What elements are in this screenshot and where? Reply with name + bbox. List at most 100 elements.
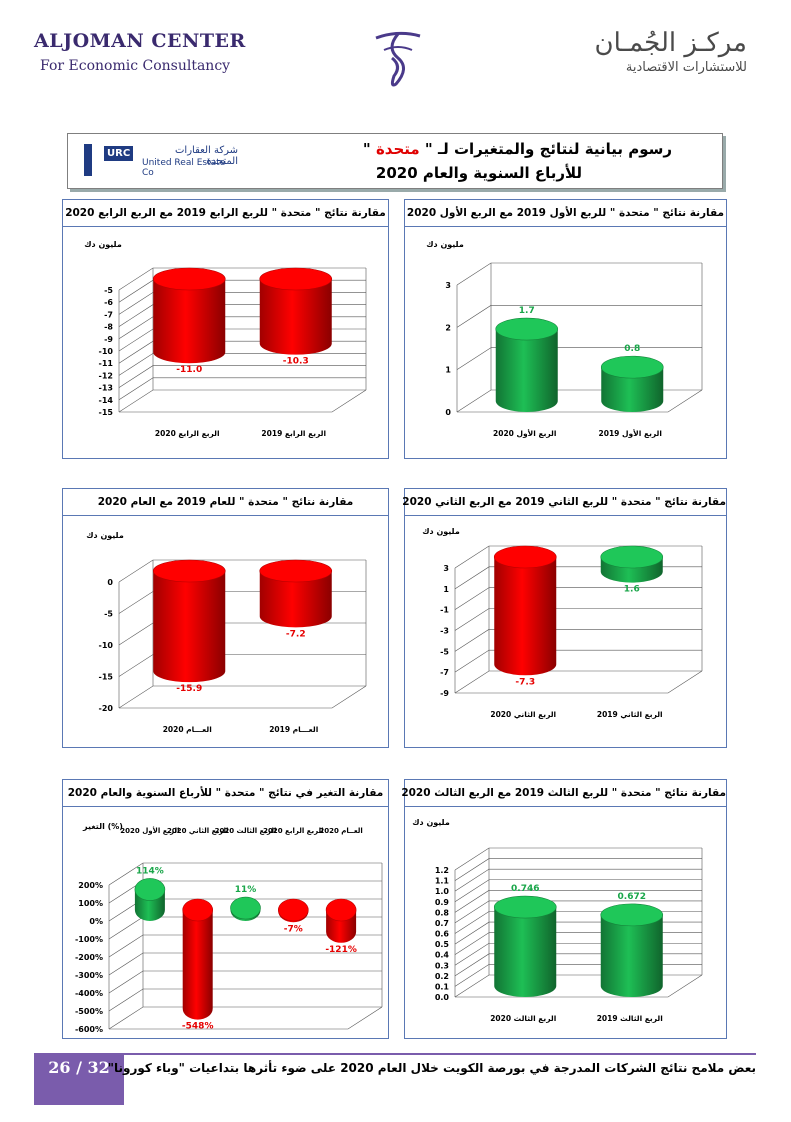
- unit-label: مليون دك: [86, 531, 124, 540]
- category-label: الربع الرابع 2020: [155, 429, 220, 438]
- category-label: الربع الأول 2019: [599, 429, 662, 438]
- bar-1: [182, 898, 213, 1020]
- title-suffix: ": [362, 140, 371, 158]
- footer-rule: [34, 1053, 756, 1055]
- company-name-en: ALJOMAN CENTER: [34, 30, 246, 52]
- urc-logo: URC شركة العقارات المتحدة United Real Es…: [78, 142, 238, 178]
- chart-svg: 3 1 -1 -3 -5 -7 -9 مليون دك -7.3 الربع الثاني 202…: [422, 527, 703, 719]
- y-tick-label: 2: [445, 323, 451, 332]
- bar-0: [493, 895, 557, 997]
- category-label: الربع الرابع 2019: [261, 429, 326, 438]
- y-tick-label: -6: [104, 298, 113, 307]
- y-tick-label: 1: [445, 366, 451, 375]
- category-label: الربع الأول 2020: [493, 429, 556, 438]
- urc-logo-en: United Real Estate Co: [142, 158, 226, 178]
- chart-panel-q2: مقارنة نتائج " متحدة " للربع الثاني 2019…: [402, 488, 727, 748]
- unit-label: مليون دك: [412, 818, 450, 827]
- bar-0: [152, 267, 226, 364]
- unit-label: مليون دك: [426, 240, 464, 249]
- y-tick-label: 0.4: [435, 951, 450, 960]
- y-tick-label: -400%: [75, 989, 103, 998]
- y-tick-label: 0.5: [435, 940, 450, 949]
- y-tick-label: -500%: [75, 1007, 103, 1016]
- data-label: 11%: [235, 885, 257, 895]
- data-label: -121%: [325, 945, 357, 955]
- report-title-line2: للأرباع السنوية والعام 2020: [375, 164, 582, 182]
- y-tick-label: -10: [99, 641, 114, 650]
- category-label: الربع الثالث 2020: [215, 827, 277, 835]
- report-title-box: URC شركة العقارات المتحدة United Real Es…: [67, 133, 723, 189]
- title-company: متحدة: [370, 140, 425, 158]
- category-label: الربع الثاني 2020: [490, 710, 556, 719]
- y-tick-label: -100%: [75, 935, 103, 944]
- footer-text: بعض ملامح نتائج الشركات المدرجة في بورصة…: [107, 1061, 756, 1075]
- y-tick-label: 0.8: [435, 908, 450, 917]
- y-tick-label: 0: [107, 578, 113, 587]
- header-left: ALJOMAN CENTER For Economic Consultancy: [34, 30, 246, 74]
- page-number: 26 / 32: [34, 1053, 124, 1105]
- data-label: -10.3: [283, 357, 309, 367]
- y-tick-label: -5: [104, 610, 113, 619]
- category-label: الربع الثاني 2020: [167, 827, 228, 835]
- unit-label: التغير (%): [82, 822, 123, 831]
- y-tick-label: -20: [99, 704, 114, 713]
- chart-panel-change: مقارنة التغير في نتائج " متحدة " للأرباع…: [62, 779, 389, 1039]
- y-tick-label: 0.1: [435, 982, 450, 991]
- chart-title: مقارنة التغير في نتائج " متحدة " للأرباع…: [63, 780, 388, 807]
- y-tick-label: -15: [99, 673, 114, 682]
- company-subtitle-ar: للاستشارات الاقتصادية: [625, 60, 747, 75]
- center-logo-icon: [368, 28, 428, 94]
- chart-panel-year: مقارنة نتائج " متحدة " للعام 2019 مع الع…: [62, 488, 389, 748]
- footer: 26 / 32 بعض ملامح نتائج الشركات المدرجة …: [34, 1053, 756, 1105]
- y-tick-label: -8: [104, 323, 113, 332]
- chart-panel-q4: مقارنة نتائج " متحدة " للربع الرابع 2019…: [62, 199, 389, 459]
- bar-0: [152, 559, 226, 683]
- y-tick-label: 0.7: [435, 919, 449, 928]
- data-label: -7.2: [286, 629, 306, 639]
- data-label: 114%: [136, 866, 164, 876]
- category-label: الربع الثاني 2019: [597, 710, 663, 719]
- category-label: الربع الثالث 2019: [597, 1014, 663, 1023]
- data-label: -11.0: [176, 365, 202, 375]
- y-tick-label: -5: [104, 286, 113, 295]
- chart-svg: 200% 100% 0% -100% -200% -300% -400% -500% -600%…: [75, 822, 383, 1034]
- category-label: العــام 2020: [319, 827, 362, 835]
- company-name-ar: مركـز الجُمـان: [594, 28, 747, 58]
- y-tick-label: -9: [440, 689, 449, 698]
- chart-panel-q3: مقارنة نتائج " متحدة " للربع الثالث 2019…: [401, 779, 727, 1039]
- y-tick-label: 0.2: [435, 972, 449, 981]
- unit-label: مليون دك: [84, 240, 122, 249]
- data-label: -15.9: [176, 684, 202, 694]
- y-tick-label: 0.6: [435, 930, 450, 939]
- y-tick-label: -13: [99, 384, 113, 393]
- header-right: مركـز الجُمـان للاستشارات الاقتصادية: [595, 28, 747, 75]
- y-tick-label: 1.1: [435, 877, 450, 886]
- y-tick-label: -12: [99, 371, 113, 380]
- chart-grid: [456, 262, 703, 413]
- bar-1: [600, 355, 664, 412]
- y-tick-label: 0.9: [435, 898, 450, 907]
- y-tick-label: 0%: [89, 917, 103, 926]
- category-label: العـــام 2020: [163, 725, 212, 734]
- bar-1: [259, 267, 333, 355]
- y-tick-label: 3: [445, 281, 451, 290]
- y-tick-label: -10: [99, 347, 114, 356]
- data-label: 0.672: [618, 892, 646, 902]
- bar-0: [495, 317, 559, 412]
- chart-title: مقارنة نتائج " متحدة " للعام 2019 مع الع…: [63, 489, 388, 516]
- urc-logo-badge: URC: [104, 146, 134, 161]
- y-tick-label: -200%: [75, 953, 103, 962]
- y-tick-label: 200%: [78, 881, 103, 890]
- y-tick-label: -14: [99, 396, 114, 405]
- chart-title: مقارنة نتائج " متحدة " للربع الثالث 2019…: [401, 780, 726, 807]
- category-label: الربع الرابع 2020: [263, 827, 323, 835]
- y-tick-label: -9: [104, 335, 113, 344]
- bar-1: [259, 559, 333, 628]
- bar-3: [278, 898, 309, 923]
- y-tick-label: 1.0: [435, 887, 450, 896]
- bar-0: [134, 878, 166, 921]
- category-label: الربع الثالث 2020: [490, 1014, 556, 1023]
- data-label: -7%: [284, 924, 303, 934]
- chart-svg: 3 2 1 0 مليون دك 1.7 الربع الأول 2020 0.8 الربع …: [426, 240, 703, 438]
- report-title-line1: رسوم بيانية لنتائج والمتغيرات لـ " متحدة…: [363, 140, 672, 158]
